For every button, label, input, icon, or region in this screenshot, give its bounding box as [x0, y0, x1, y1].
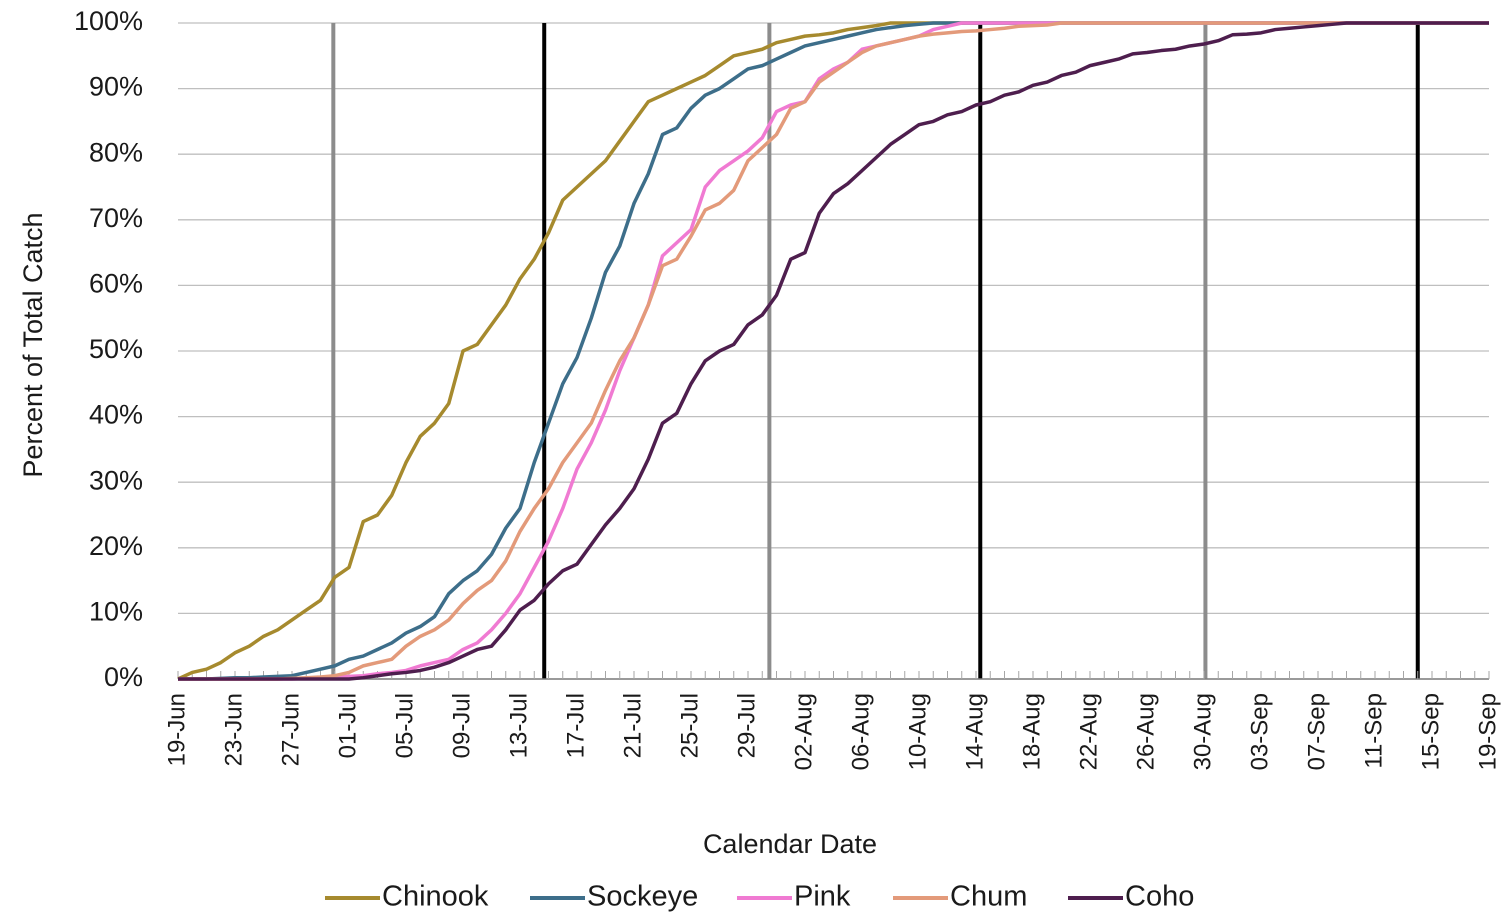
y-tick-label: 60% — [89, 269, 143, 299]
x-tick-label: 02-Aug — [790, 693, 817, 770]
x-tick-label: 19-Jun — [163, 693, 190, 766]
y-tick-label: 30% — [89, 465, 143, 495]
series-line — [178, 21, 1489, 681]
y-tick-label: 80% — [89, 137, 143, 167]
x-tick-label: 18-Aug — [1018, 693, 1045, 770]
legend-label: Coho — [1125, 881, 1194, 913]
x-axis-title: Calendar Date — [703, 829, 877, 859]
x-tick-label: 23-Jun — [220, 693, 247, 766]
x-tick-label: 03-Sep — [1246, 693, 1273, 770]
x-tick-label: 15-Sep — [1417, 693, 1444, 770]
y-tick-label: 50% — [89, 334, 143, 364]
x-tick-label: 30-Aug — [1189, 693, 1216, 770]
legend-label: Chinook — [382, 881, 489, 913]
x-tick-label: 19-Sep — [1474, 693, 1501, 770]
y-tick-label: 0% — [104, 662, 143, 692]
y-tick-label: 20% — [89, 531, 143, 561]
x-tick-label: 05-Jul — [391, 693, 418, 758]
x-tick-label: 01-Jul — [334, 693, 361, 758]
y-tick-label: 70% — [89, 203, 143, 233]
legend-label: Chum — [950, 881, 1027, 913]
y-axis-title: Percent of Total Catch — [18, 212, 48, 477]
y-tick-label: 100% — [74, 6, 143, 36]
x-tick-label: 11-Sep — [1360, 693, 1387, 769]
x-tick-label: 26-Aug — [1132, 693, 1159, 770]
x-tick-label: 14-Aug — [961, 693, 988, 770]
y-tick-label: 10% — [89, 597, 143, 627]
x-tick-label: 07-Sep — [1303, 693, 1330, 770]
x-tick-label: 22-Aug — [1075, 693, 1102, 770]
x-tick-label: 21-Jul — [619, 693, 646, 758]
x-tick-label: 10-Aug — [904, 693, 931, 770]
x-tick-label: 06-Aug — [847, 693, 874, 770]
x-tick-label: 27-Jun — [277, 693, 304, 766]
x-tick-label: 13-Jul — [505, 693, 532, 758]
y-tick-label: 40% — [89, 400, 143, 430]
legend-label: Pink — [794, 881, 851, 913]
x-tick-label: 29-Jul — [733, 693, 760, 758]
x-tick-label: 09-Jul — [448, 693, 475, 758]
legend-label: Sockeye — [587, 881, 698, 913]
x-tick-label: 25-Jul — [676, 693, 703, 758]
series-line — [178, 21, 1489, 681]
x-tick-label: 17-Jul — [562, 693, 589, 758]
y-tick-label: 90% — [89, 72, 143, 102]
